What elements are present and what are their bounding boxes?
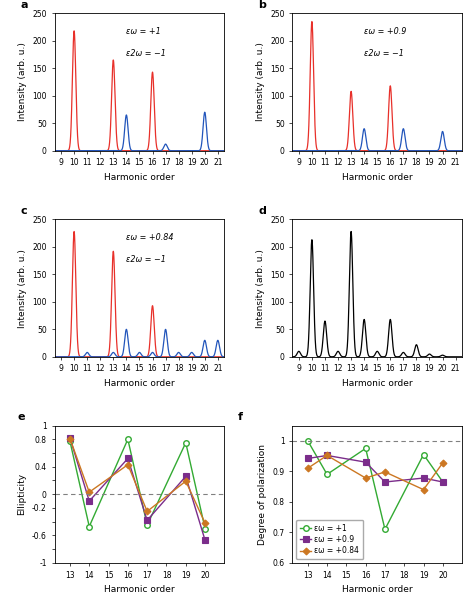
Text: e: e xyxy=(17,412,25,422)
Text: ε2ω = −1: ε2ω = −1 xyxy=(364,49,403,58)
Text: εω = +1: εω = +1 xyxy=(126,27,161,36)
Y-axis label: Intensity (arb. u.): Intensity (arb. u.) xyxy=(255,249,264,327)
Text: ε2ω = −1: ε2ω = −1 xyxy=(126,255,166,264)
Legend: εω = +1, εω = +0.9, εω = +0.84: εω = +1, εω = +0.9, εω = +0.84 xyxy=(296,520,363,559)
X-axis label: Harmonic order: Harmonic order xyxy=(104,379,175,388)
X-axis label: Harmonic order: Harmonic order xyxy=(342,379,412,388)
Text: f: f xyxy=(238,412,243,422)
Y-axis label: Intensity (arb. u.): Intensity (arb. u.) xyxy=(18,249,27,327)
Y-axis label: Intensity (arb. u.): Intensity (arb. u.) xyxy=(18,42,27,121)
Text: εω = +0.9: εω = +0.9 xyxy=(364,27,406,36)
Text: a: a xyxy=(20,0,28,10)
Text: εω = +0.84: εω = +0.84 xyxy=(126,233,173,242)
X-axis label: Harmonic order: Harmonic order xyxy=(342,173,412,182)
Text: c: c xyxy=(20,206,27,216)
Y-axis label: Intensity (arb. u.): Intensity (arb. u.) xyxy=(255,42,264,121)
Text: ε2ω = −1: ε2ω = −1 xyxy=(126,49,166,58)
X-axis label: Harmonic order: Harmonic order xyxy=(342,585,412,594)
Text: b: b xyxy=(258,0,266,10)
Y-axis label: Ellipticity: Ellipticity xyxy=(18,473,27,515)
Y-axis label: Degree of polarization: Degree of polarization xyxy=(258,444,267,545)
X-axis label: Harmonic order: Harmonic order xyxy=(104,585,175,594)
Text: d: d xyxy=(258,206,266,216)
X-axis label: Harmonic order: Harmonic order xyxy=(104,173,175,182)
